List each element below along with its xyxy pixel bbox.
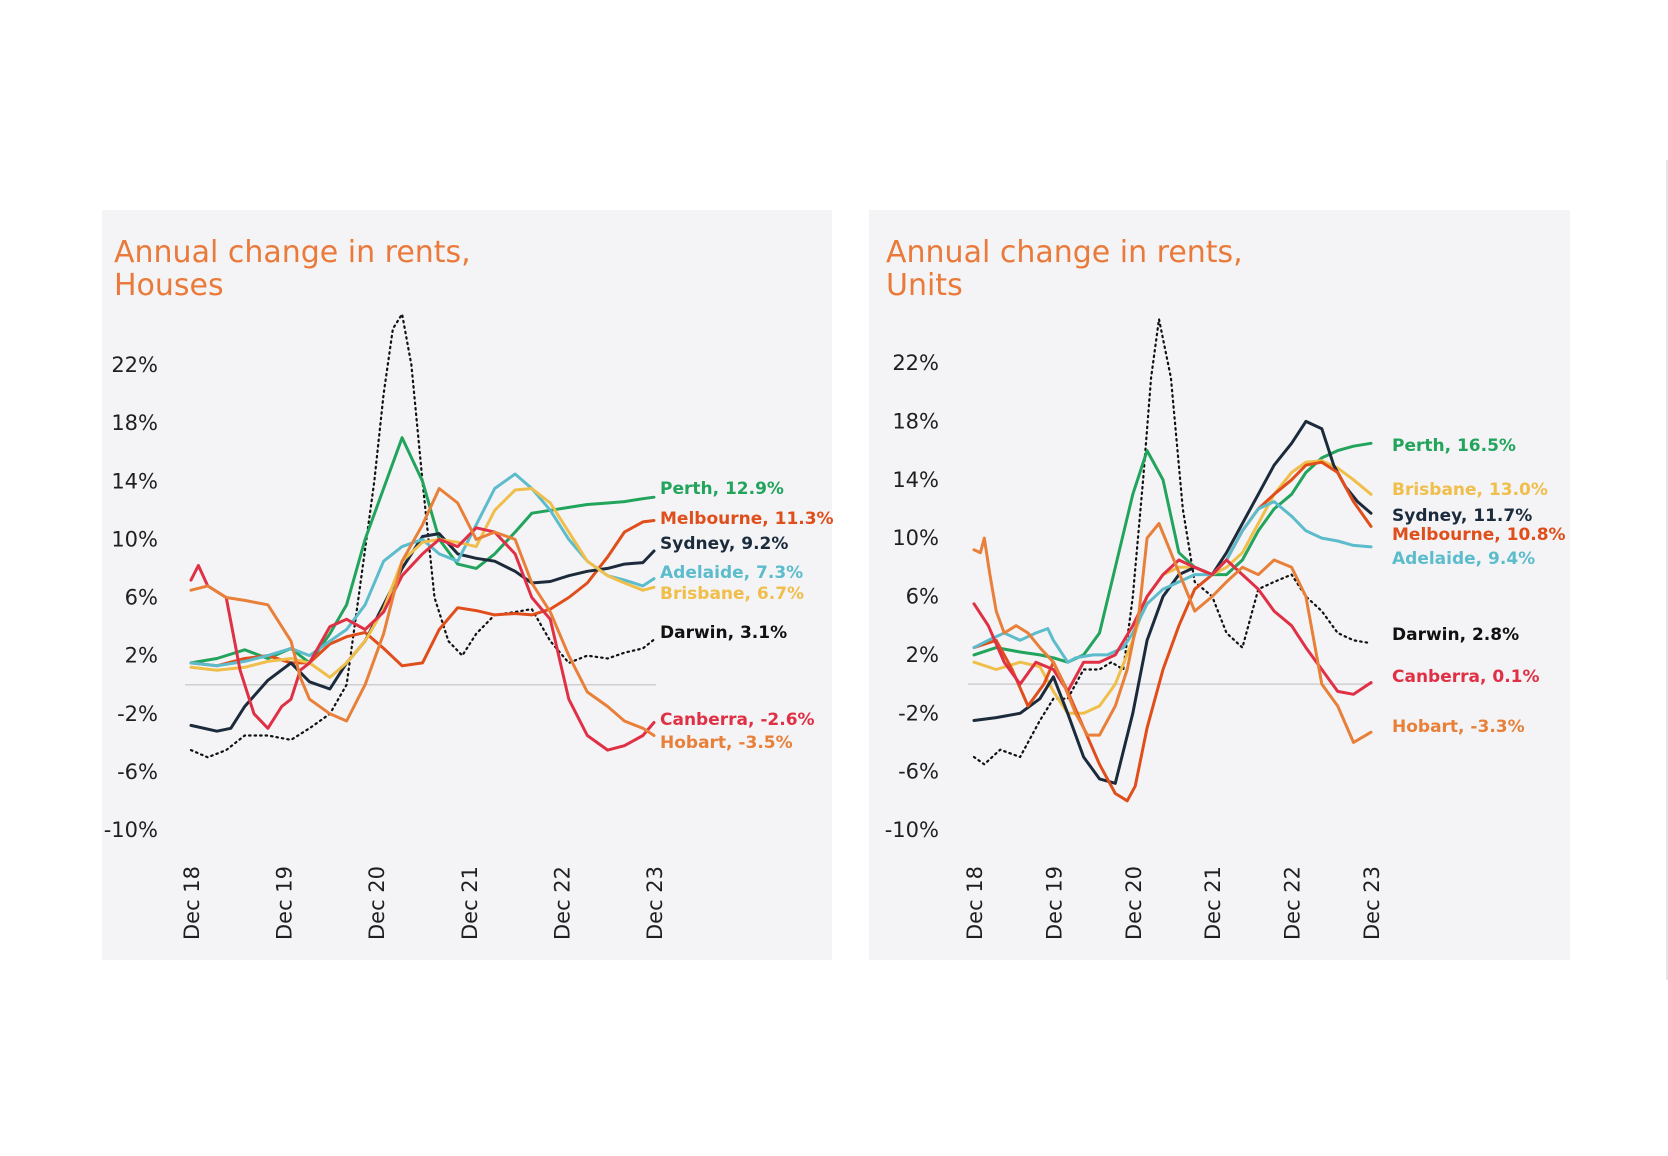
units-chart-title: Annual change in rents, <box>886 235 1243 270</box>
units-x-tick-label: Dec 20 <box>1122 866 1146 940</box>
houses-end-label-melbourne: Melbourne, 11.3% <box>660 509 834 529</box>
units-end-label-adelaide: Adelaide, 9.4% <box>1392 549 1535 569</box>
units-y-tick-label: 6% <box>906 585 939 609</box>
units-y-tick-label: 10% <box>892 526 939 550</box>
houses-series-line-sydney <box>189 532 656 733</box>
houses-series-line-canberra <box>189 526 656 752</box>
units-end-label-canberra: Canberra, 0.1% <box>1392 667 1540 687</box>
houses-y-tick-label: 14% <box>111 469 158 493</box>
units-x-tick-label: Dec 23 <box>1360 866 1384 940</box>
units-x-tick-label: Dec 21 <box>1201 866 1225 940</box>
units-x-tick-label: Dec 22 <box>1281 866 1305 940</box>
houses-series-line-hobart <box>189 487 656 737</box>
houses-x-tick-label: Dec 22 <box>550 866 574 940</box>
houses-end-label-darwin: Darwin, 3.1% <box>660 623 787 643</box>
houses-chart-panel: Annual change in rents, Houses 22% 18% 14% 10… <box>102 210 834 960</box>
units-y-tick-label: -10% <box>885 818 939 842</box>
units-x-tick-label: Dec 19 <box>1042 866 1066 940</box>
houses-end-label-adelaide: Adelaide, 7.3% <box>660 563 803 583</box>
houses-y-tick-label: 6% <box>125 586 158 610</box>
houses-end-label-canberra: Canberra, -2.6% <box>660 710 815 730</box>
houses-x-tick-label: Dec 18 <box>180 866 204 940</box>
houses-x-tick-label: Dec 19 <box>273 866 297 940</box>
houses-y-tick-label: -6% <box>117 760 158 784</box>
units-end-label-sydney: Sydney, 11.7% <box>1392 506 1532 526</box>
houses-x-tick-label: Dec 20 <box>365 866 389 940</box>
units-end-label-brisbane: Brisbane, 13.0% <box>1392 480 1548 500</box>
houses-y-tick-label: 18% <box>111 411 158 435</box>
units-series-line-sydney <box>972 419 1373 785</box>
units-series-line-canberra <box>972 558 1373 696</box>
houses-y-tick-label: 10% <box>111 527 158 551</box>
houses-end-label-hobart: Hobart, -3.5% <box>660 733 793 753</box>
units-end-label-hobart: Hobart, -3.3% <box>1392 717 1525 737</box>
units-end-label-melbourne: Melbourne, 10.8% <box>1392 525 1566 545</box>
houses-chart-subtitle: Houses <box>114 268 224 303</box>
houses-chart: Annual change in rents,Houses 22% 18% 14% 10… <box>104 235 834 940</box>
units-y-tick-label: -2% <box>898 701 939 725</box>
units-series-line-perth <box>972 441 1373 664</box>
houses-chart-title: Annual change in rents, <box>114 235 471 270</box>
units-y-tick-label: -6% <box>898 760 939 784</box>
units-y-tick-label: 22% <box>892 351 939 375</box>
units-series-line-adelaide <box>972 500 1373 664</box>
units-y-tick-label: 18% <box>892 409 939 433</box>
units-y-tick-label: 14% <box>892 468 939 492</box>
houses-x-tick-label: Dec 21 <box>458 866 482 940</box>
units-chart: Annual change in rents,Units 22% 18% 14% 10%… <box>885 235 1566 940</box>
units-end-label-darwin: Darwin, 2.8% <box>1392 625 1519 645</box>
houses-end-label-sydney: Sydney, 9.2% <box>660 534 788 554</box>
houses-end-label-perth: Perth, 12.9% <box>660 479 784 499</box>
right-edge-divider <box>1666 160 1668 980</box>
units-series-line-melbourne <box>972 460 1373 803</box>
houses-series-line-brisbane <box>189 487 656 679</box>
units-x-tick-label: Dec 18 <box>963 866 987 940</box>
houses-series-line-perth <box>189 436 656 665</box>
units-end-label-perth: Perth, 16.5% <box>1392 436 1516 456</box>
houses-x-tick-label: Dec 23 <box>643 866 667 940</box>
houses-y-tick-label: 2% <box>125 644 158 668</box>
units-series-line-hobart <box>972 522 1373 744</box>
units-chart-subtitle: Units <box>886 268 963 303</box>
houses-series-line-adelaide <box>189 472 656 668</box>
units-series-line-brisbane <box>972 459 1373 715</box>
houses-y-tick-label: 22% <box>111 353 158 377</box>
houses-end-label-brisbane: Brisbane, 6.7% <box>660 584 804 604</box>
units-chart-panel: Annual change in rents, Units 22% 18% 14% 10%… <box>869 210 1570 960</box>
houses-y-tick-label: -2% <box>117 702 158 726</box>
units-series-line-darwin <box>972 318 1373 766</box>
units-y-tick-label: 2% <box>906 643 939 667</box>
houses-y-tick-label: -10% <box>104 818 158 842</box>
